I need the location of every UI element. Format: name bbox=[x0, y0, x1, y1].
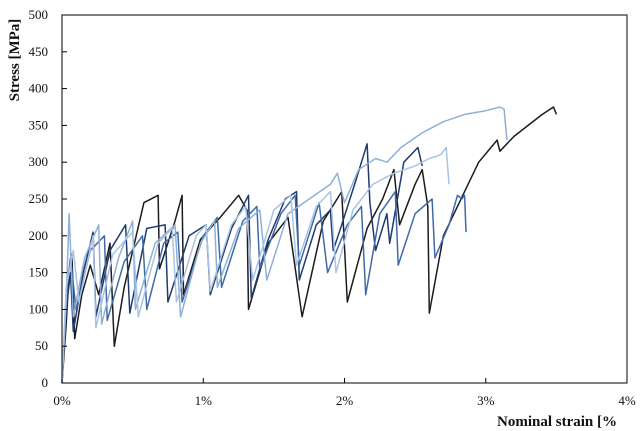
y-tick-label: 150 bbox=[29, 265, 49, 280]
y-tick-label: 450 bbox=[29, 44, 49, 59]
series-line-5 bbox=[61, 146, 450, 384]
y-tick-label: 300 bbox=[29, 154, 49, 169]
plot-frame bbox=[61, 14, 628, 384]
y-tick-label: 0 bbox=[42, 375, 49, 390]
x-tick-label: 4% bbox=[618, 393, 636, 408]
y-tick-label: 250 bbox=[29, 191, 49, 206]
series-line-4 bbox=[61, 106, 508, 384]
series-layer bbox=[61, 106, 558, 384]
x-axis-label: Nominal strain [% bbox=[497, 414, 617, 430]
axes-frame bbox=[61, 14, 628, 384]
x-tick-label: 1% bbox=[195, 393, 213, 408]
y-tick-label: 400 bbox=[29, 81, 49, 96]
x-tick-label: 2% bbox=[336, 393, 354, 408]
series-line-2 bbox=[61, 143, 423, 384]
x-tick-label: 0% bbox=[53, 393, 71, 408]
y-tick-label: 200 bbox=[29, 228, 49, 243]
y-tick-label: 350 bbox=[29, 117, 49, 132]
y-tick-label: 50 bbox=[35, 338, 48, 353]
series-line-3 bbox=[61, 190, 467, 384]
y-tick-label: 100 bbox=[29, 301, 49, 316]
y-axis-label: Stress [MPa] bbox=[7, 19, 23, 102]
series-line-1 bbox=[61, 106, 558, 384]
tick-labels: 0 50 100 150 200 250 300 350 400 450 500 0% 1% 2% 3% 4% bbox=[29, 7, 636, 408]
x-tick-label: 3% bbox=[477, 393, 495, 408]
y-tick-label: 500 bbox=[29, 7, 49, 22]
